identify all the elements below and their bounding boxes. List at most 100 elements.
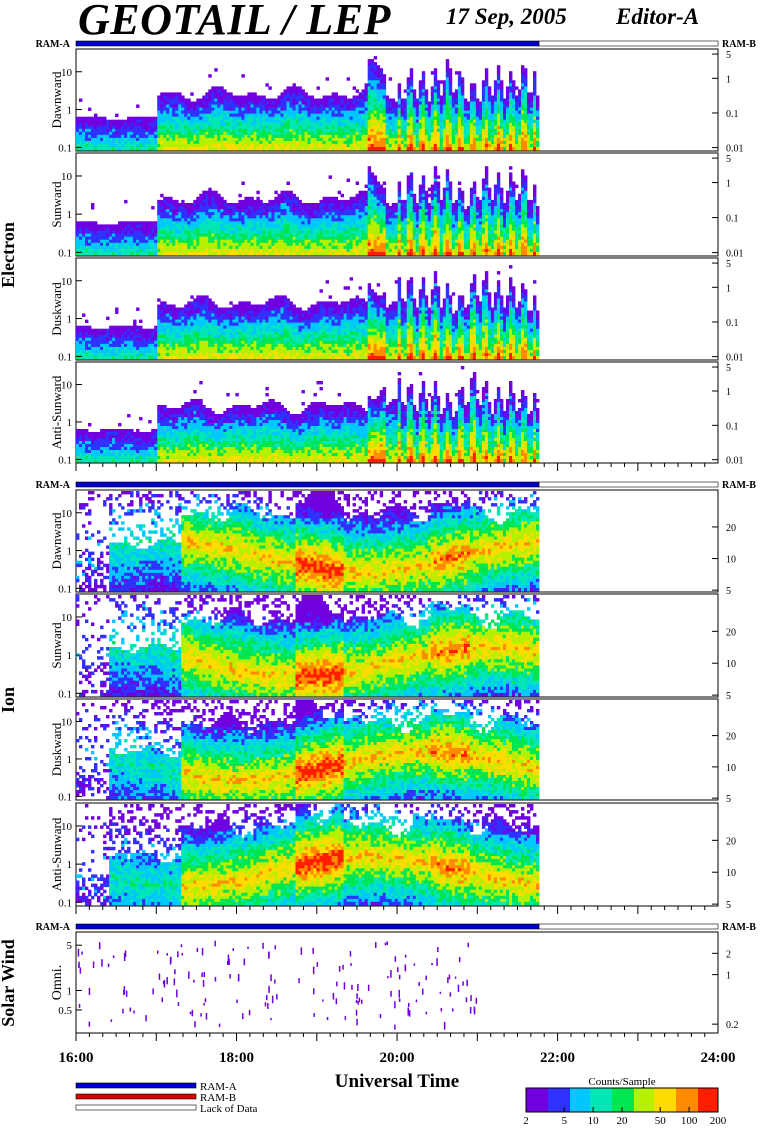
heatmap-cell xyxy=(341,120,344,123)
heatmap-cell xyxy=(347,218,350,222)
heatmap-cell xyxy=(172,141,175,144)
heatmap-cell xyxy=(350,135,353,138)
heatmap-cell xyxy=(259,132,262,135)
heatmap-cell xyxy=(169,147,172,150)
heatmap-cell xyxy=(281,132,284,135)
heatmap-cell xyxy=(262,249,265,253)
heatmap-cell xyxy=(103,141,106,144)
heatmap-cell xyxy=(278,120,281,123)
heatmap-cell xyxy=(527,102,530,105)
heatmap-cell xyxy=(178,224,181,228)
heatmap-cell xyxy=(232,209,235,213)
heatmap-cell xyxy=(284,203,287,207)
heatmap-cell xyxy=(145,224,148,228)
heatmap-cell xyxy=(281,212,284,216)
heatmap-cell xyxy=(395,228,398,232)
heatmap-cell xyxy=(241,111,244,114)
heatmap-cell xyxy=(265,132,268,135)
heatmap-cell xyxy=(434,120,437,123)
heatmap-cell xyxy=(244,96,247,99)
heatmap-cell xyxy=(323,147,326,150)
heatmap-cell xyxy=(326,228,329,232)
heatmap-cell xyxy=(488,102,491,105)
heatmap-cell xyxy=(284,194,287,198)
heatmap-cell xyxy=(350,206,353,210)
heatmap-cell xyxy=(413,126,416,129)
heatmap-cell xyxy=(214,212,217,216)
heatmap-cell xyxy=(160,224,163,228)
heatmap-cell xyxy=(449,102,452,105)
heatmap-cell xyxy=(371,135,374,138)
heatmap-cell xyxy=(365,209,368,213)
heatmap-cell xyxy=(287,89,290,92)
heatmap-cell xyxy=(235,249,238,253)
heatmap-cell xyxy=(323,126,326,129)
heatmap-cell xyxy=(437,83,440,86)
heatmap-cell xyxy=(223,224,226,228)
heatmap-cell xyxy=(250,111,253,114)
heatmap-cell xyxy=(401,218,404,222)
heatmap-cell xyxy=(124,224,127,228)
heatmap-cell xyxy=(211,218,214,222)
heatmap-cell xyxy=(271,231,274,235)
heatmap-cell xyxy=(250,203,253,207)
heatmap-cell xyxy=(383,105,386,108)
heatmap-cell xyxy=(305,111,308,114)
heatmap-cell xyxy=(329,203,332,207)
heatmap-cell xyxy=(398,221,401,225)
heatmap-cell xyxy=(497,77,500,80)
heatmap-cell xyxy=(250,234,253,238)
heatmap-cell xyxy=(175,123,178,126)
heatmap-cell xyxy=(317,249,320,253)
heatmap-cell xyxy=(97,252,100,256)
heatmap-cell xyxy=(428,126,431,129)
heatmap-cell xyxy=(241,237,244,241)
heatmap-cell xyxy=(278,111,281,114)
heatmap-cell xyxy=(380,123,383,126)
heatmap-cell xyxy=(193,132,196,135)
heatmap-cell xyxy=(184,224,187,228)
heatmap-cell xyxy=(169,114,172,117)
heatmap-cell xyxy=(268,237,271,241)
heatmap-cell xyxy=(208,111,211,114)
heatmap-cell xyxy=(350,221,353,225)
heatmap-cell xyxy=(287,203,290,207)
heatmap-cell xyxy=(341,108,344,111)
heatmap-cell xyxy=(374,231,377,235)
heatmap-cell xyxy=(329,147,332,150)
heatmap-cell xyxy=(530,105,533,108)
heatmap-cell xyxy=(473,138,476,141)
heatmap-cell xyxy=(344,132,347,135)
heatmap-cell xyxy=(332,129,335,132)
heatmap-cell xyxy=(217,206,220,210)
heatmap-cell xyxy=(485,141,488,144)
heatmap-cell xyxy=(350,200,353,204)
heatmap-cell xyxy=(244,102,247,105)
heatmap-cell xyxy=(281,240,284,244)
heatmap-cell xyxy=(320,249,323,253)
heatmap-cell xyxy=(353,96,356,99)
heatmap-cell xyxy=(353,144,356,147)
heatmap-cell xyxy=(494,105,497,108)
heatmap-cell xyxy=(226,224,229,228)
heatmap-cell xyxy=(425,200,428,204)
heatmap-cell xyxy=(94,129,97,132)
heatmap-cell xyxy=(386,209,389,213)
heatmap-cell xyxy=(482,117,485,120)
heatmap-cell xyxy=(359,246,362,250)
heatmap-cell xyxy=(527,92,530,95)
heatmap-cell xyxy=(380,249,383,253)
heatmap-cell xyxy=(271,120,274,123)
heatmap-cell xyxy=(464,126,467,129)
heatmap-cell xyxy=(362,234,365,238)
heatmap-cell xyxy=(103,126,106,129)
heatmap-cell xyxy=(380,203,383,207)
heatmap-cell xyxy=(428,114,431,117)
heatmap-cell xyxy=(293,252,296,256)
heatmap-cell xyxy=(359,212,362,216)
heatmap-cell xyxy=(151,135,154,138)
heatmap-cell xyxy=(238,99,241,102)
heatmap-cell xyxy=(259,120,262,123)
heatmap-cell xyxy=(314,218,317,222)
heatmap-cell xyxy=(85,243,88,247)
